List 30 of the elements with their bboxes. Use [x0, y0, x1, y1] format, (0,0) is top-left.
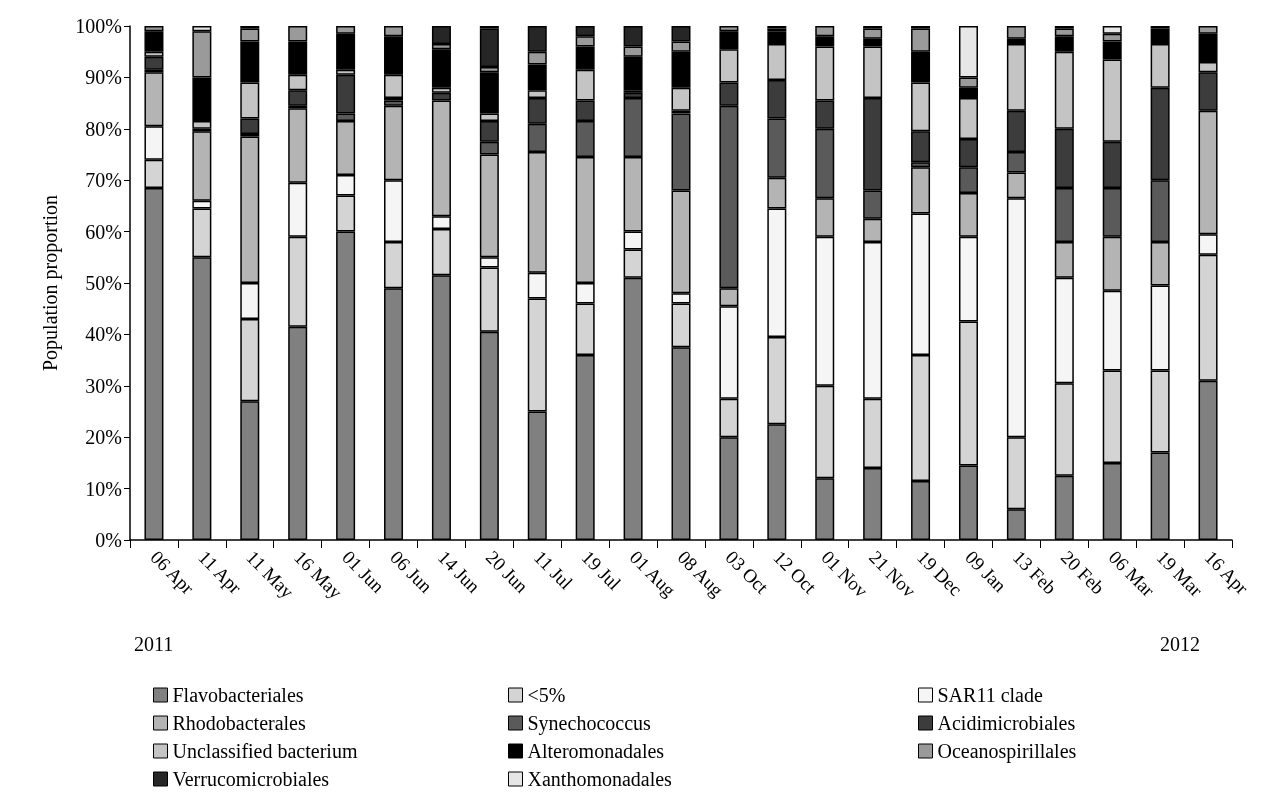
text: 2011 [134, 633, 174, 655]
y-axis-title: Population proportion [39, 194, 62, 372]
legend-label: Oceanospirillales [937, 740, 1077, 763]
x-tick-label: 16 Apr [1200, 546, 1253, 599]
legend-label: Rhodobacterales [172, 712, 306, 734]
y-tick-label: 60% [85, 220, 122, 243]
legend-label: Synechococcus [527, 712, 652, 735]
y-tick-label: 0% [95, 529, 122, 551]
legend-label: <5% [527, 684, 566, 706]
legend-label: Alteromonadales [527, 740, 665, 762]
y-tick-label: 40% [85, 323, 122, 346]
y-tick-label: 80% [85, 117, 122, 140]
y-tick-label: 50% [85, 272, 122, 294]
x-tick-label: 06 Jun [386, 546, 437, 598]
legend-label: Flavobacteriales [172, 684, 304, 706]
y-tick-label: 90% [85, 66, 122, 89]
legend-label: SAR11 clade [937, 684, 1043, 706]
legend-label: Verrucomicrobiales [172, 768, 330, 790]
y-tick-label: 20% [85, 426, 122, 449]
text: 2012 [1160, 633, 1200, 655]
y-tick-label: 70% [85, 169, 122, 192]
x-tick-label: 19 Jul [577, 546, 626, 594]
y-tick-label: 30% [85, 374, 122, 397]
legend-label: Acidimicrobiales [937, 712, 1076, 734]
bar [144, 56, 164, 70]
y-tick-label: 100% [75, 15, 122, 37]
bar [479, 28, 499, 68]
y-tick-label: 10% [85, 477, 122, 500]
legend-label: Xanthomonadales [527, 768, 673, 790]
legend-label: Unclassified bacterium [172, 740, 358, 762]
